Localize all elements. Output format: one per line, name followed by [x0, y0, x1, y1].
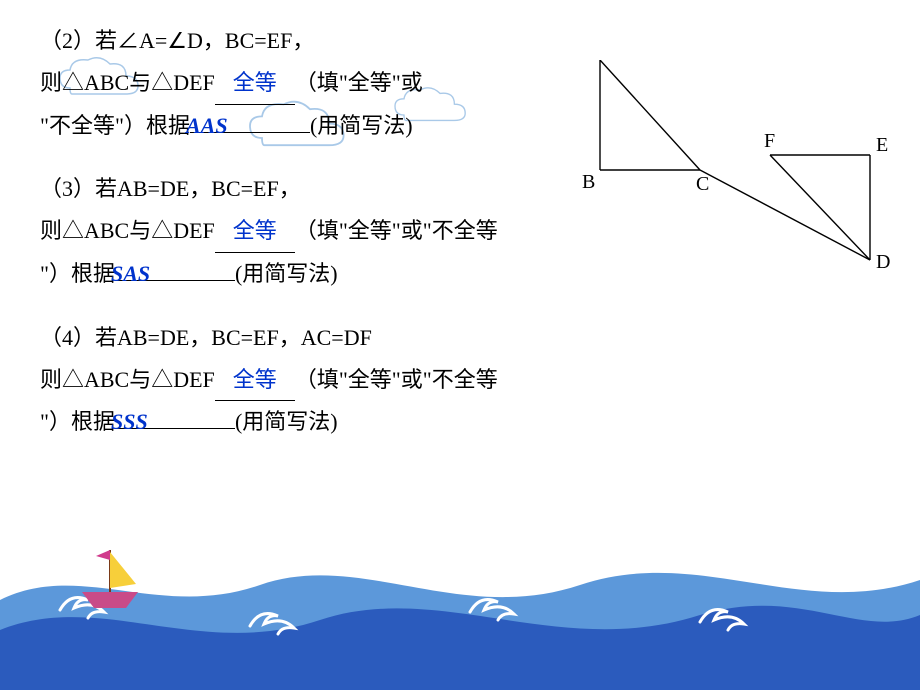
q4-l3-pre: "）根据: [40, 409, 115, 434]
q3-l3-pre: "）根据: [40, 261, 115, 286]
q3-l2-post: （填"全等"或"不全等: [295, 218, 498, 243]
q4-basis-answer: SSS: [111, 401, 148, 443]
svg-text:C: C: [696, 173, 709, 195]
q2-basis-wrap: AAS: [190, 105, 310, 147]
q4-l2-post: （填"全等"或"不全等: [295, 367, 498, 392]
q2-line1: （2）若∠A=∠D，BC=EF，: [40, 20, 880, 62]
svg-text:F: F: [764, 130, 775, 152]
q2-basis-answer: AAS: [186, 105, 228, 147]
wave-decoration: [0, 530, 920, 690]
q3-blank-congruent: 全等: [215, 210, 295, 253]
q4-blank-congruent: 全等: [215, 359, 295, 402]
q4-l2-pre: 则△ABC与△DEF: [40, 367, 215, 392]
svg-text:D: D: [876, 251, 890, 270]
question-4: （4）若AB=DE，BC=EF，AC=DF 则△ABC与△DEF全等（填"全等"…: [40, 317, 880, 443]
q2-l3-pre: "不全等"）根据: [40, 113, 190, 138]
q4-line1: （4）若AB=DE，BC=EF，AC=DF: [40, 317, 880, 359]
svg-text:E: E: [876, 134, 888, 156]
q3-basis-answer: SAS: [111, 253, 150, 295]
q3-l3-post: (用简写法): [235, 261, 338, 286]
svg-text:B: B: [582, 171, 595, 193]
q2-l2-pre: 则△ABC与△DEF: [40, 70, 215, 95]
q4-basis-wrap: SSS: [115, 401, 235, 443]
q2-l2-post: （填"全等"或: [295, 70, 423, 95]
q3-l2-pre: 则△ABC与△DEF: [40, 218, 215, 243]
triangle-figure: ABCDEF: [540, 60, 890, 270]
q4-l3-post: (用简写法): [235, 409, 338, 434]
q4-line2: 则△ABC与△DEF全等（填"全等"或"不全等: [40, 359, 880, 402]
q2-blank-congruent: 全等: [215, 62, 295, 105]
q3-basis-wrap: SAS: [115, 253, 235, 295]
q2-l3-post: (用简写法): [310, 113, 413, 138]
q4-line3: "）根据SSS(用简写法): [40, 401, 880, 443]
